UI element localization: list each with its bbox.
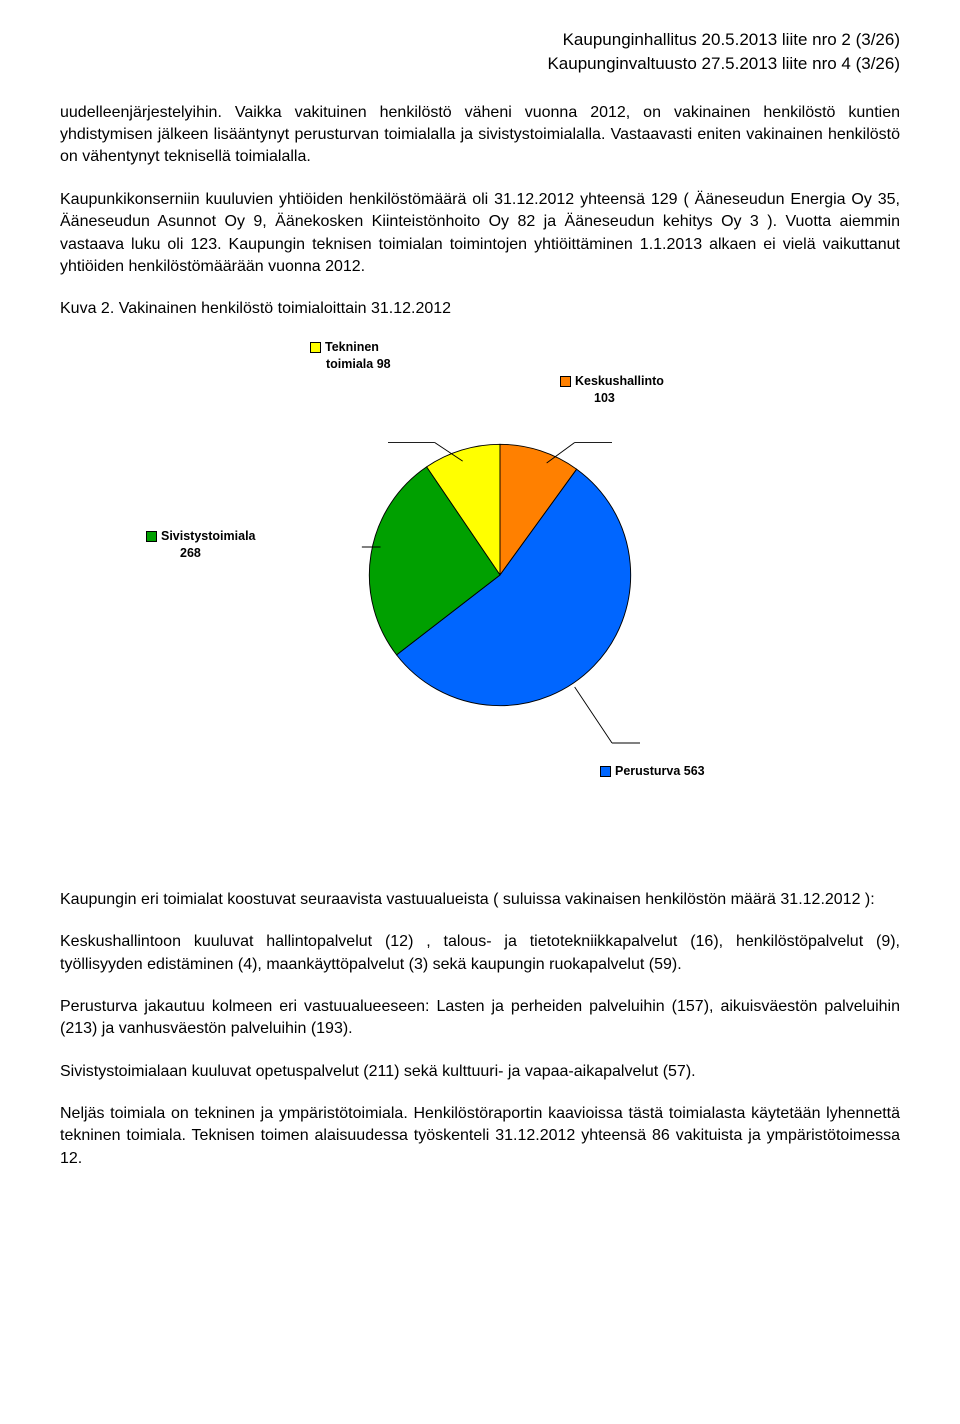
pie-chart <box>360 433 640 780</box>
legend-tekninen-label2: toimiala 98 <box>326 357 391 371</box>
paragraph-4: Keskushallintoon kuuluvat hallintopalvel… <box>60 931 900 976</box>
legend-sivistys-label2: 268 <box>180 546 201 560</box>
paragraph-1: uudelleenjärjestelyihin. Vaikka vakituin… <box>60 102 900 169</box>
swatch-keskushallinto <box>560 376 571 387</box>
legend-tekninen: Tekninen toimiala 98 <box>310 339 391 373</box>
header-line-1: Kaupunginhallitus 20.5.2013 liite nro 2 … <box>60 28 900 52</box>
paragraph-2: Kaupunkikonserniin kuuluvien yhtiöiden h… <box>60 189 900 279</box>
legend-sivistystoimiala: Sivistystoimiala 268 <box>146 528 256 562</box>
paragraph-3: Kaupungin eri toimialat koostuvat seuraa… <box>60 889 900 911</box>
swatch-sivistystoimiala <box>146 531 157 542</box>
legend-keskushallinto-label2: 103 <box>594 391 615 405</box>
chart-caption: Kuva 2. Vakinainen henkilöstö toimialoit… <box>60 298 900 320</box>
header-line-2: Kaupunginvaltuusto 27.5.2013 liite nro 4… <box>60 52 900 76</box>
page-header: Kaupunginhallitus 20.5.2013 liite nro 2 … <box>60 28 900 76</box>
legend-keskushallinto: Keskushallinto 103 <box>560 373 664 407</box>
pie-chart-figure: Tekninen toimiala 98 Keskushallinto 103 … <box>60 333 900 853</box>
pie-svg <box>360 433 640 773</box>
legend-tekninen-label1: Tekninen <box>325 340 379 354</box>
paragraph-6: Sivistystoimialaan kuuluvat opetuspalvel… <box>60 1061 900 1083</box>
paragraph-7: Neljäs toimiala on tekninen ja ympäristö… <box>60 1103 900 1170</box>
legend-keskushallinto-label1: Keskushallinto <box>575 374 664 388</box>
swatch-tekninen <box>310 342 321 353</box>
legend-sivistys-label1: Sivistystoimiala <box>161 529 256 543</box>
paragraph-5: Perusturva jakautuu kolmeen eri vastuual… <box>60 996 900 1041</box>
